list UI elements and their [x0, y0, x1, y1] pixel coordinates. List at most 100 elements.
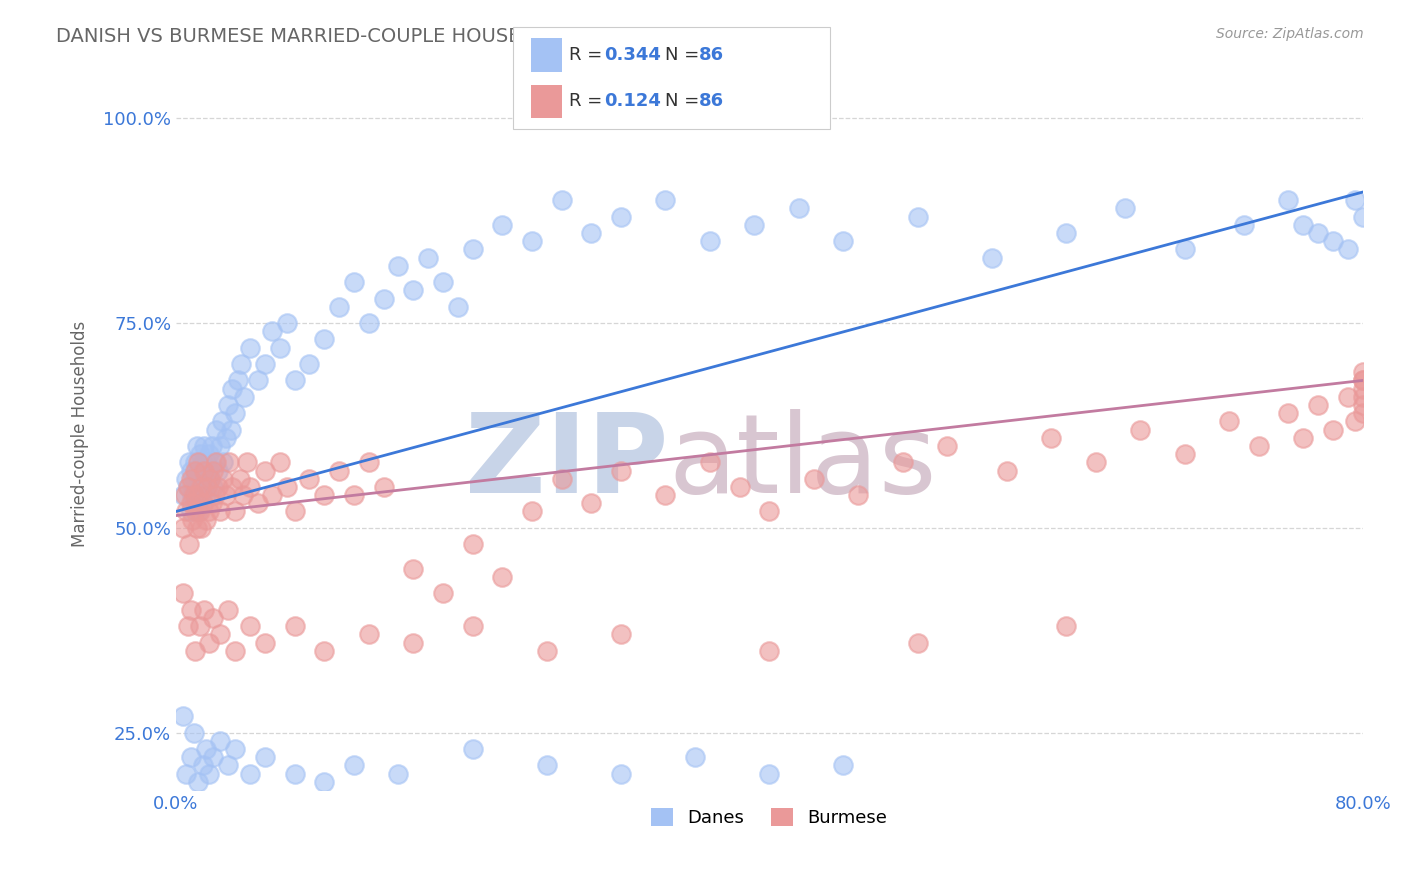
Point [205, 423, 228, 437]
Point [239, 341, 262, 355]
Point [211, 414, 233, 428]
Text: 86: 86 [699, 93, 724, 111]
Point [269, 455, 291, 469]
Point [190, 480, 212, 494]
Point [461, 243, 484, 257]
Point [186, 439, 208, 453]
Point [803, 472, 825, 486]
Point [1292, 431, 1315, 445]
Point [217, 758, 239, 772]
Point [787, 202, 810, 216]
Point [1277, 194, 1299, 208]
Point [343, 275, 366, 289]
Point [187, 455, 209, 469]
Point [461, 537, 484, 551]
Legend: Danes, Burmese: Danes, Burmese [644, 800, 894, 834]
Point [187, 774, 209, 789]
Point [1344, 194, 1367, 208]
Point [432, 275, 454, 289]
Point [197, 463, 219, 477]
Point [191, 455, 214, 469]
Point [284, 619, 307, 633]
Point [536, 643, 558, 657]
Point [654, 194, 676, 208]
Point [193, 439, 215, 453]
Point [262, 488, 284, 502]
Point [194, 742, 217, 756]
Point [1351, 390, 1374, 404]
Point [314, 333, 336, 347]
Point [229, 472, 252, 486]
Point [197, 504, 219, 518]
Point [215, 431, 238, 445]
Point [217, 398, 239, 412]
Point [209, 627, 232, 641]
Point [239, 766, 262, 780]
Point [179, 537, 201, 551]
Point [1292, 218, 1315, 232]
Point [202, 611, 225, 625]
Point [1129, 423, 1152, 437]
Point [907, 635, 929, 649]
Point [212, 472, 235, 486]
Point [314, 488, 336, 502]
Point [253, 635, 276, 649]
Point [217, 603, 239, 617]
Point [195, 480, 218, 494]
Point [1337, 243, 1360, 257]
Point [536, 758, 558, 772]
Point [387, 259, 409, 273]
Point [357, 316, 380, 330]
Point [198, 472, 221, 486]
Point [683, 750, 706, 764]
Point [224, 406, 246, 420]
Point [550, 472, 572, 486]
Point [253, 750, 276, 764]
Point [209, 439, 232, 453]
Point [276, 480, 298, 494]
Point [176, 472, 198, 486]
Point [1114, 202, 1136, 216]
Point [209, 733, 232, 747]
Point [1344, 414, 1367, 428]
Point [191, 496, 214, 510]
Point [180, 504, 202, 518]
Point [224, 643, 246, 657]
Point [491, 218, 513, 232]
Point [343, 758, 366, 772]
Point [224, 742, 246, 756]
Point [1277, 406, 1299, 420]
Point [1322, 423, 1344, 437]
Point [1351, 382, 1374, 396]
Point [190, 521, 212, 535]
Point [1174, 447, 1197, 461]
Point [610, 627, 633, 641]
Point [1351, 374, 1374, 388]
Point [218, 455, 240, 469]
Point [402, 284, 425, 298]
Point [1084, 455, 1107, 469]
Point [180, 496, 202, 510]
Point [610, 463, 633, 477]
Point [907, 210, 929, 224]
Point [520, 504, 543, 518]
Point [224, 504, 246, 518]
Point [190, 463, 212, 477]
Point [195, 480, 218, 494]
Point [177, 480, 200, 494]
Point [194, 455, 217, 469]
Point [232, 488, 254, 502]
Point [699, 234, 721, 248]
Point [200, 496, 222, 510]
Point [980, 251, 1002, 265]
Point [610, 766, 633, 780]
Point [188, 504, 211, 518]
Point [215, 488, 238, 502]
Point [1351, 365, 1374, 379]
Point [193, 472, 215, 486]
Point [197, 635, 219, 649]
Point [197, 766, 219, 780]
Point [1308, 398, 1330, 412]
Point [1308, 226, 1330, 240]
Point [314, 643, 336, 657]
